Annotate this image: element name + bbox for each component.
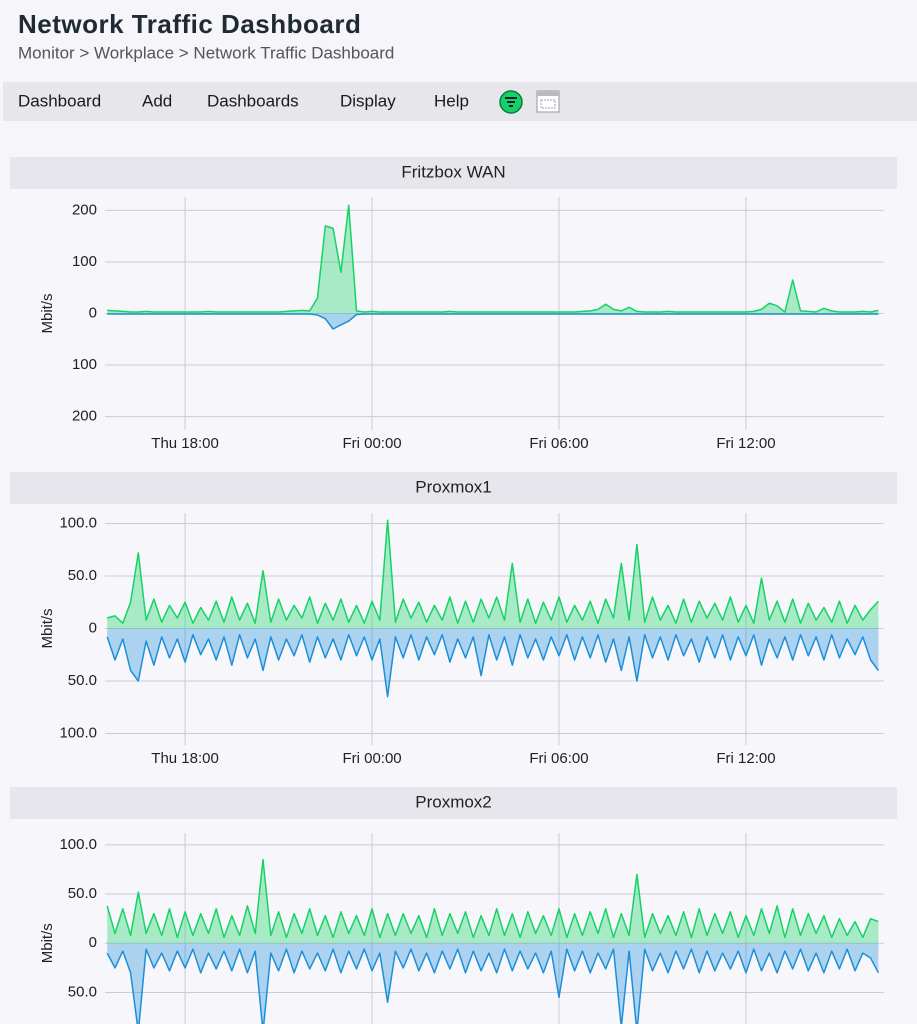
- x-tick-label: Fri 06:00: [529, 435, 588, 452]
- plot: [106, 858, 880, 1024]
- y-tick-label: 100: [72, 356, 97, 373]
- page-title: Network Traffic Dashboard: [18, 9, 361, 39]
- y-tick-label: 50.0: [68, 567, 97, 584]
- menu-item[interactable]: Dashboard: [18, 91, 101, 110]
- filter-icon[interactable]: [499, 90, 523, 114]
- y-tick-label: 0: [89, 934, 97, 951]
- x-tick-label: Fri 12:00: [716, 435, 775, 452]
- panel-header: [10, 472, 897, 504]
- menu-item[interactable]: Display: [340, 91, 396, 110]
- x-tick-label: Fri 00:00: [342, 435, 401, 452]
- y-tick-label: 100.0: [59, 514, 97, 531]
- menu-item[interactable]: Help: [434, 91, 469, 110]
- y-tick-label: 50.0: [68, 885, 97, 902]
- y-tick-label: 0: [89, 304, 97, 321]
- panel-header: [10, 787, 897, 819]
- breadcrumb: Monitor > Workplace > Network Traffic Da…: [18, 43, 394, 62]
- area-fill: [107, 520, 879, 629]
- panel-title: Proxmox1: [415, 477, 492, 496]
- area-line: [107, 313, 879, 330]
- x-tick-label: Fri 00:00: [342, 750, 401, 767]
- area-line: [107, 204, 879, 313]
- area-fill: [107, 859, 879, 944]
- y-tick-label: 0: [89, 619, 97, 636]
- panel-title: Fritzbox WAN: [401, 162, 505, 181]
- menu-item[interactable]: Dashboards: [207, 91, 299, 110]
- area-line: [106, 858, 879, 939]
- panel-header: [10, 157, 897, 189]
- panel-title: Proxmox2: [415, 792, 492, 811]
- y-tick-label: 200: [72, 408, 97, 425]
- y-axis-label: Mbit/s: [39, 923, 56, 963]
- y-tick-label: 50.0: [68, 983, 97, 1000]
- y-tick-label: 200: [72, 201, 97, 218]
- plot: [107, 204, 879, 330]
- y-tick-label: 100: [72, 253, 97, 270]
- layout-icon[interactable]: [536, 90, 560, 113]
- area-line: [106, 634, 880, 698]
- panel: [10, 157, 897, 460]
- y-axis-label: Mbit/s: [39, 293, 56, 333]
- x-tick-label: Thu 18:00: [151, 435, 219, 452]
- x-tick-label: Fri 12:00: [716, 750, 775, 767]
- area-fill: [107, 628, 879, 697]
- y-axis-label: Mbit/s: [39, 608, 56, 648]
- area-line: [107, 519, 879, 624]
- x-tick-label: Thu 18:00: [151, 750, 219, 767]
- menu-item[interactable]: Add: [142, 91, 172, 110]
- y-tick-label: 100.0: [59, 724, 97, 741]
- x-tick-label: Fri 06:00: [529, 750, 588, 767]
- panel: [10, 787, 897, 1024]
- plot: [106, 519, 880, 698]
- area-line: [106, 948, 880, 1024]
- y-tick-label: 50.0: [68, 672, 97, 689]
- y-tick-label: 100.0: [59, 836, 97, 853]
- panel: [10, 472, 897, 773]
- menu-bar: [3, 82, 917, 121]
